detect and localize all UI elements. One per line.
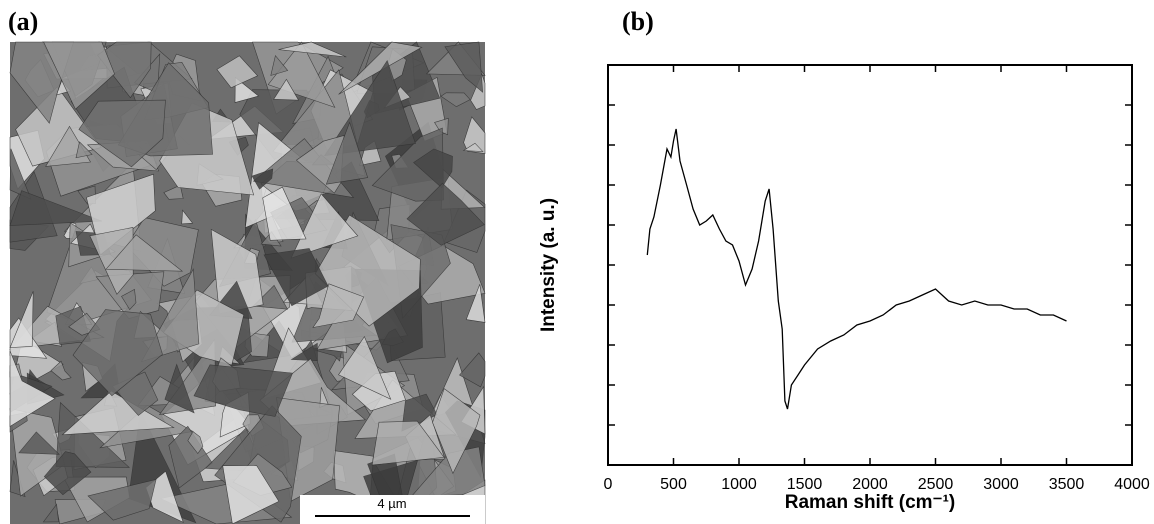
grain xyxy=(251,168,274,190)
grain xyxy=(87,478,157,521)
grain xyxy=(290,342,318,362)
grain xyxy=(371,127,444,202)
x-tick-label: 2500 xyxy=(918,476,954,493)
grain xyxy=(18,431,60,455)
grain xyxy=(325,121,369,185)
grain xyxy=(263,248,329,307)
grain xyxy=(371,420,445,466)
grain xyxy=(72,309,163,397)
panel-label: (a) xyxy=(8,7,38,36)
grain xyxy=(121,288,137,311)
grain xyxy=(234,76,260,103)
grain xyxy=(440,92,471,108)
grain xyxy=(312,283,365,328)
grain xyxy=(50,360,72,381)
x-tick-label: 500 xyxy=(660,476,687,493)
grain xyxy=(9,350,56,428)
grain xyxy=(187,431,204,455)
grain xyxy=(164,363,195,414)
grain xyxy=(216,55,259,89)
grain xyxy=(270,54,289,76)
x-tick-label: 4000 xyxy=(1114,476,1150,493)
grain xyxy=(163,184,184,200)
grain xyxy=(444,41,484,93)
grain xyxy=(338,335,392,400)
grain xyxy=(43,41,115,110)
grain xyxy=(43,451,92,496)
grain xyxy=(78,99,166,168)
x-tick-label: 2000 xyxy=(852,476,888,493)
x-tick-label: 3500 xyxy=(1049,476,1085,493)
grain xyxy=(462,142,484,152)
grain xyxy=(410,446,486,497)
x-tick-label: 3000 xyxy=(983,476,1019,493)
grain xyxy=(55,401,130,468)
x-axis-title: Raman shift (cm⁻¹) xyxy=(785,492,956,513)
grain xyxy=(9,190,103,226)
x-tick-label: 1000 xyxy=(721,476,757,493)
scale-text: 4 µm xyxy=(377,496,406,511)
grain xyxy=(262,186,307,241)
grain xyxy=(105,234,184,272)
grain xyxy=(267,41,336,108)
grain xyxy=(463,116,486,154)
grain xyxy=(273,78,300,101)
grain xyxy=(290,193,359,259)
grain xyxy=(459,352,486,388)
scale-box xyxy=(300,495,485,524)
grain xyxy=(406,182,485,246)
sem-image xyxy=(9,41,486,524)
grain xyxy=(126,217,199,287)
grain xyxy=(97,41,152,99)
grain xyxy=(42,503,59,523)
grain xyxy=(75,141,93,159)
grain xyxy=(181,209,194,225)
panel-label: (b) xyxy=(622,7,654,36)
x-tick-label: 1500 xyxy=(787,476,823,493)
y-axis-title: Intensity (a. u.) xyxy=(538,198,559,332)
grain xyxy=(193,364,293,417)
plot-frame xyxy=(607,64,1133,466)
grain xyxy=(222,465,280,524)
x-tick-label: 0 xyxy=(604,476,613,493)
grain xyxy=(9,291,34,349)
grain xyxy=(465,284,486,323)
grain xyxy=(432,388,481,475)
grain xyxy=(278,41,347,58)
spectrum-line xyxy=(646,128,1067,410)
